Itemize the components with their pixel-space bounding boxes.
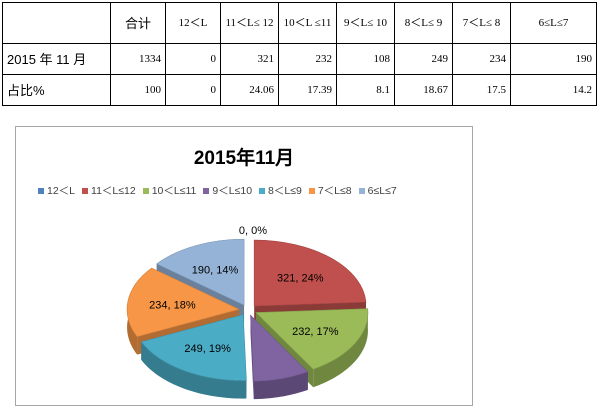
header-cell: 9＜L≤ 10 xyxy=(336,2,395,44)
legend-label: 7＜L≤8 xyxy=(317,185,352,197)
legend-item: 8＜L≤9 xyxy=(259,183,302,198)
table-row: 2015 年 11 月 1334 0 321 232 108 249 234 1… xyxy=(2,43,597,75)
legend-swatch xyxy=(82,187,89,194)
legend-swatch xyxy=(308,187,315,194)
data-table: 合计 12＜L 11＜L≤ 12 10＜L ≤11 9＜L≤ 10 8＜L≤ 9… xyxy=(2,2,597,106)
table-cell: 234 xyxy=(452,43,511,75)
pie-chart: 0, 0%321, 24%232, 17%108, 8%249, 19%234,… xyxy=(126,225,369,400)
data-label: 190, 14% xyxy=(192,264,239,276)
table-cell: 8.1 xyxy=(336,74,395,106)
header-cell: 7＜L≤ 8 xyxy=(452,2,511,44)
legend-swatch xyxy=(358,187,365,194)
legend-item: 11＜L≤12 xyxy=(82,183,136,198)
table-header-row: 合计 12＜L 11＜L≤ 12 10＜L ≤11 9＜L≤ 10 8＜L≤ 9… xyxy=(2,2,597,44)
table-cell: 108 xyxy=(336,43,395,75)
data-label: 232, 17% xyxy=(292,326,339,338)
legend-swatch xyxy=(142,187,149,194)
pie-slice xyxy=(140,314,247,399)
table-row: 占比% 100 0 24.06 17.39 8.1 18.67 17.5 14.… xyxy=(2,74,597,106)
legend-item: 7＜L≤8 xyxy=(308,183,352,198)
data-label: 234, 18% xyxy=(149,299,196,311)
pie-slice xyxy=(250,314,309,400)
legend-label: 6≤L≤7 xyxy=(367,184,397,197)
legend-swatch xyxy=(203,187,210,194)
header-cell-total: 合计 xyxy=(110,2,166,44)
header-cell: 12＜L xyxy=(165,2,221,44)
legend-item: 12＜L xyxy=(38,183,75,198)
chart-legend: 12＜L 11＜L≤12 10＜L≤11 9＜L≤10 8＜L≤9 7＜L≤8 6≤L≤7 xyxy=(38,183,397,198)
chart-frame: 2015年11月 12＜L 11＜L≤12 10＜L≤11 9＜L≤10 8＜L≤9 7＜… xyxy=(15,126,473,406)
table-cell: 14.2 xyxy=(510,74,597,106)
header-cell: 11＜L≤ 12 xyxy=(220,2,279,44)
chart-title: 2015年11月 xyxy=(193,148,295,169)
legend-item: 10＜L≤11 xyxy=(142,183,197,198)
legend-item: 9＜L≤10 xyxy=(203,183,252,198)
legend-swatch xyxy=(259,187,266,194)
legend-label: 12＜L xyxy=(47,185,76,197)
table-cell: 100 xyxy=(110,74,166,106)
table-cell: 17.5 xyxy=(452,74,511,106)
table-cell: 18.67 xyxy=(394,74,453,106)
table-cell: 0 xyxy=(165,43,221,75)
header-cell: 10＜L ≤11 xyxy=(278,2,337,44)
table-cell: 0 xyxy=(165,74,221,106)
legend-label: 8＜L≤9 xyxy=(268,185,302,197)
legend-label: 9＜L≤10 xyxy=(212,185,253,197)
legend-label: 10＜L≤11 xyxy=(151,185,197,197)
legend-item: 6≤L≤7 xyxy=(358,183,397,198)
table-cell: 232 xyxy=(278,43,337,75)
table-cell: 249 xyxy=(394,43,453,75)
table-cell: 190 xyxy=(510,43,597,75)
header-cell: 6≤L≤7 xyxy=(510,2,597,44)
data-label: 249, 19% xyxy=(184,343,231,355)
table-cell: 1334 xyxy=(110,43,166,75)
table-cell: 321 xyxy=(220,43,279,75)
row-label: 占比% xyxy=(2,74,111,106)
data-label: 321, 24% xyxy=(277,272,324,284)
table-cell: 24.06 xyxy=(220,74,279,106)
table-cell: 17.39 xyxy=(278,74,337,106)
header-cell-blank xyxy=(2,2,111,44)
header-cell: 8＜L≤ 9 xyxy=(394,2,453,44)
data-label: 0, 0% xyxy=(239,225,267,237)
legend-swatch xyxy=(38,187,44,194)
legend-label: 11＜L≤12 xyxy=(91,185,136,197)
row-label: 2015 年 11 月 xyxy=(2,43,111,75)
